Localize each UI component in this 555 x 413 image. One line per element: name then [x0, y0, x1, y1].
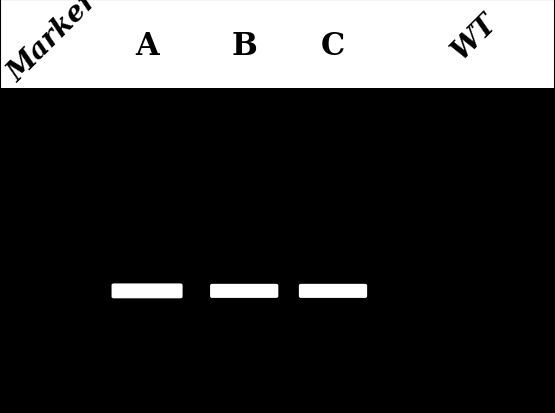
- Bar: [0, 0, 555, 89]
- Text: WT: WT: [447, 9, 502, 65]
- Text: B: B: [231, 31, 257, 62]
- FancyBboxPatch shape: [210, 284, 279, 298]
- Text: A: A: [135, 31, 159, 62]
- FancyBboxPatch shape: [112, 284, 183, 299]
- FancyBboxPatch shape: [299, 284, 367, 298]
- Text: C: C: [321, 31, 345, 62]
- Bar: [0, 89, 555, 413]
- Text: Marker: Marker: [3, 0, 103, 87]
